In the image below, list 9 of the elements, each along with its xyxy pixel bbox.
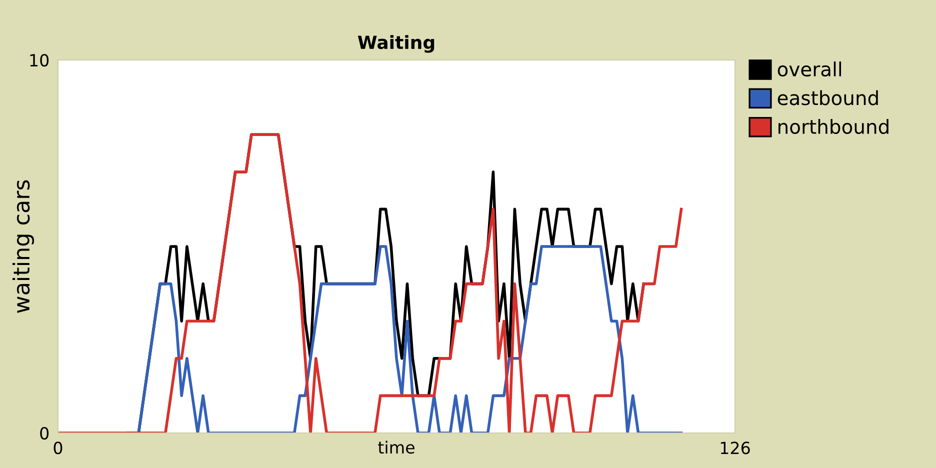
x-axis-title: time <box>378 440 414 454</box>
legend-label: northbound <box>778 118 888 134</box>
y-tick-label: 10 <box>30 54 49 67</box>
legend-label: overall <box>778 61 842 77</box>
chart-title: Waiting <box>358 35 434 53</box>
x-tick-label: 126 <box>720 442 750 454</box>
legend-label: eastbound <box>778 90 878 106</box>
y-axis-title: waiting cars <box>12 180 34 313</box>
line-series <box>58 133 683 433</box>
